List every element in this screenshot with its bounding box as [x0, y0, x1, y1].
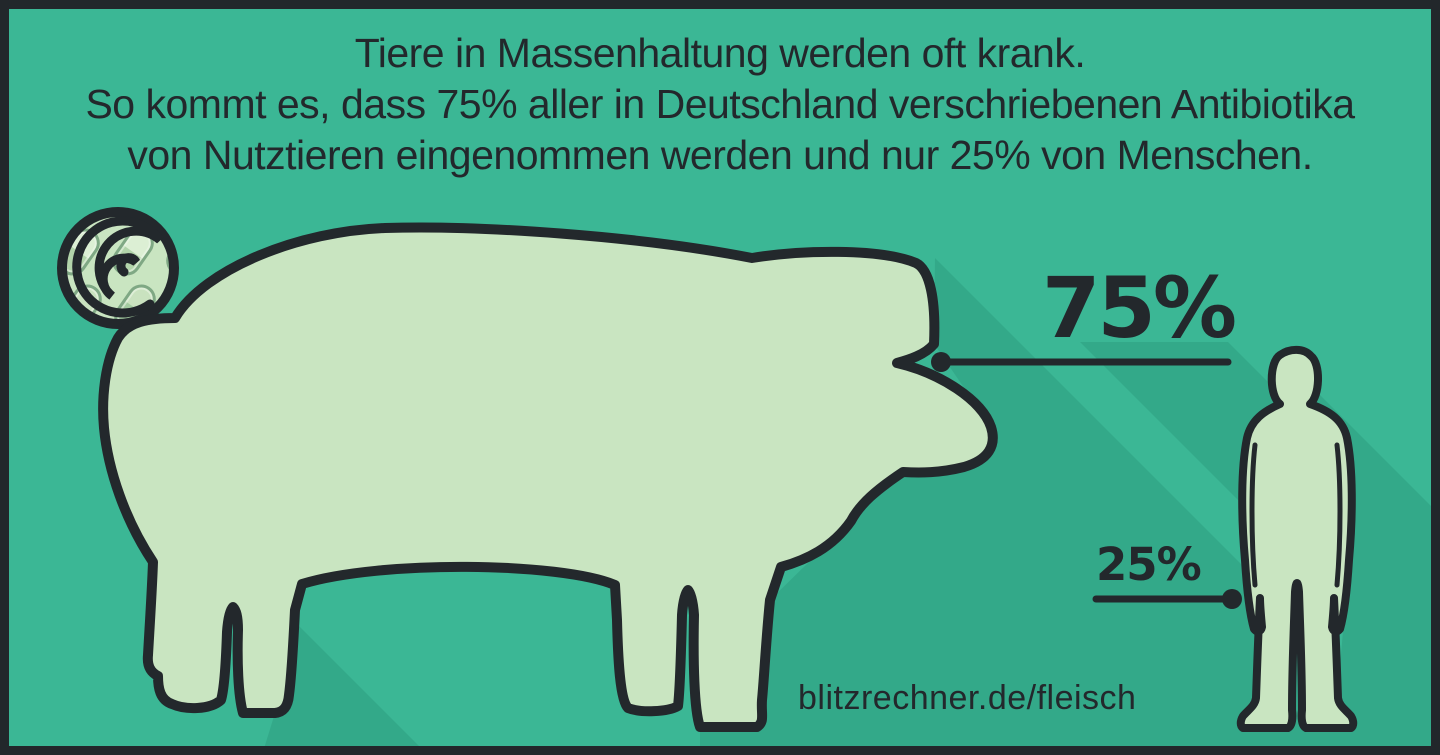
- human-arm-lines: [1249, 442, 1343, 588]
- headline-line-1: Tiere in Massenhaltung werden oft krank.: [354, 30, 1086, 76]
- headline-line-3: von Nutztieren eingenommen werden und nu…: [127, 132, 1313, 178]
- human-leader-line: [1092, 589, 1242, 609]
- pig-leader-line: [931, 352, 1232, 372]
- pig-figure: [103, 228, 993, 727]
- human-percentage-label: 25%: [1096, 538, 1202, 591]
- source-url: blitzrechner.de/fleisch: [798, 679, 1137, 717]
- pig-percentage-label: 75%: [1041, 259, 1237, 357]
- tail-spiral: [72, 216, 164, 318]
- headline: Tiere in Massenhaltung werden oft krank.…: [0, 28, 1440, 181]
- pig-leader-dot: [931, 352, 951, 372]
- human-figure: [1241, 345, 1354, 735]
- pig-tail: [57, 207, 179, 329]
- headline-line-2: So kommt es, dass 75% aller in Deutschla…: [85, 81, 1355, 127]
- human-leader-dot: [1222, 589, 1242, 609]
- long-shadows: [262, 258, 1432, 755]
